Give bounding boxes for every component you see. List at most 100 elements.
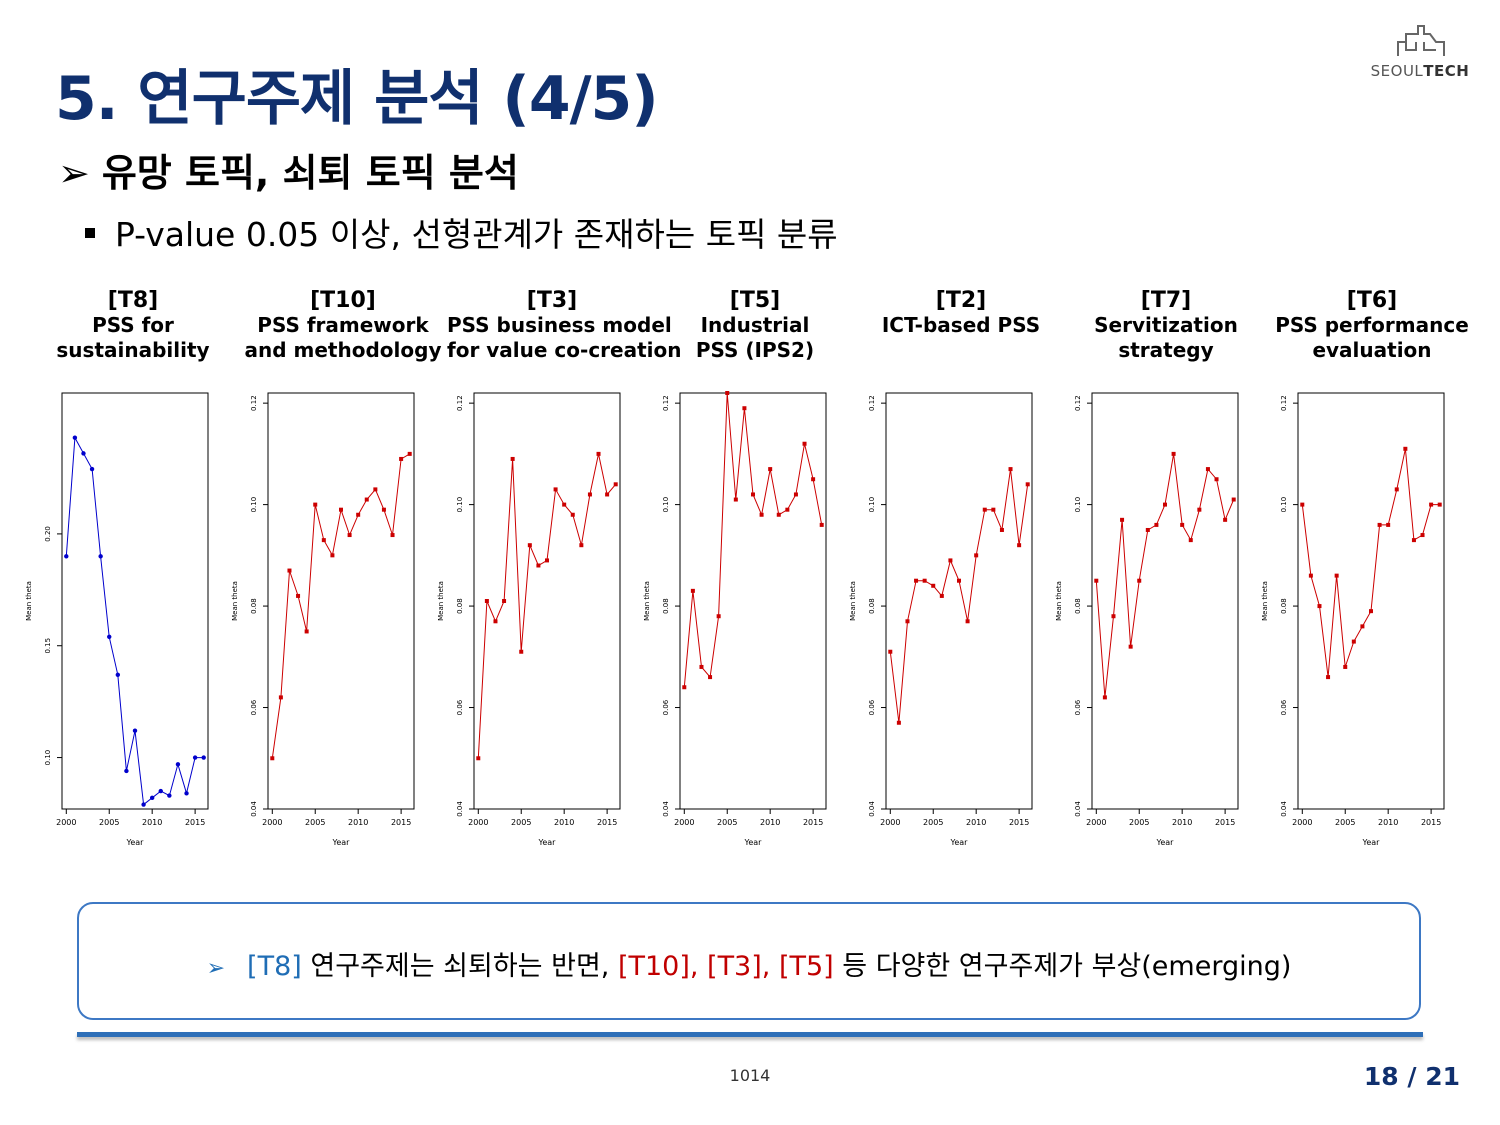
footer-code: 1014 (729, 1066, 771, 1085)
data-point (484, 599, 489, 603)
data-point (605, 492, 610, 497)
data-point (278, 695, 283, 700)
chart-title-line: PSS framework (257, 313, 429, 337)
series-line (889, 469, 1029, 723)
data-point (888, 649, 893, 654)
data-point (1377, 522, 1382, 527)
data-point (682, 685, 687, 690)
note-text-middle: 연구주제는 쇠퇴하는 반면, (301, 951, 618, 982)
data-point (1205, 467, 1210, 472)
data-point (768, 467, 773, 472)
x-tick-label: 2005 (1335, 818, 1355, 827)
chart-title-line: and methodology (244, 338, 442, 362)
y-tick-label: 0.08 (250, 598, 258, 614)
data-point (158, 788, 163, 794)
data-point (330, 553, 335, 558)
data-point (1120, 517, 1125, 522)
y-tick-label: 0.06 (868, 699, 876, 715)
data-point (587, 492, 592, 497)
data-point (1171, 451, 1176, 456)
y-tick-label: 0.20 (44, 526, 52, 542)
x-axis-label: Year (1156, 838, 1175, 847)
y-tick-label: 0.08 (456, 598, 464, 614)
data-point (390, 533, 395, 538)
plot-frame (473, 392, 621, 810)
data-point (1334, 573, 1339, 578)
y-tick-label: 0.06 (250, 699, 258, 715)
x-tick-label: 2015 (391, 818, 411, 827)
data-point (1197, 507, 1202, 512)
x-tick-label: 2010 (760, 818, 780, 827)
data-point (1154, 522, 1159, 527)
y-tick-label: 0.15 (44, 638, 52, 654)
y-axis-label: Mean theta (231, 581, 239, 621)
data-point (914, 578, 919, 583)
bullet-text: P-value 0.05 이상, 선형관계가 존재하는 토픽 분류 (115, 215, 838, 254)
data-point (167, 793, 172, 798)
x-tick-label: 2000 (674, 818, 694, 827)
chart-title-line: evaluation (1312, 338, 1432, 362)
y-axis-label: Mean theta (1055, 581, 1063, 621)
data-point (965, 619, 970, 624)
chart-title-line: Industrial (700, 313, 810, 337)
x-tick-label: 2015 (1421, 818, 1441, 827)
data-point (124, 768, 129, 774)
data-point (733, 497, 738, 502)
data-point (1343, 664, 1348, 669)
series-line (1301, 448, 1440, 678)
x-tick-label: 2005 (717, 818, 737, 827)
data-point (896, 720, 901, 725)
data-point (192, 755, 198, 760)
x-tick-label: 2000 (1292, 818, 1312, 827)
x-tick-label: 2015 (803, 818, 823, 827)
x-tick-label: 2015 (185, 818, 205, 827)
data-point (793, 492, 798, 497)
note-text-end: 등 다양한 연구주제가 부상(emerging) (833, 951, 1292, 982)
data-point (364, 497, 369, 502)
data-point (1137, 578, 1142, 583)
data-point (939, 593, 944, 598)
data-point (175, 762, 181, 767)
data-point (742, 406, 747, 411)
data-point (321, 538, 326, 543)
data-point (1128, 644, 1133, 649)
data-point (339, 507, 343, 512)
data-point (407, 451, 412, 456)
data-point (64, 554, 69, 559)
data-point (1163, 502, 1167, 507)
data-point (819, 522, 824, 527)
chart-title-line: Servitization (1094, 313, 1238, 337)
data-point (141, 802, 146, 807)
data-point (716, 614, 721, 619)
data-point (98, 554, 103, 559)
plot-frame (1297, 392, 1445, 810)
data-point (399, 456, 404, 461)
data-point (115, 672, 121, 678)
square-bullet-icon (85, 227, 95, 238)
data-point (579, 543, 584, 548)
data-point (553, 487, 558, 492)
x-tick-label: 2000 (1086, 818, 1106, 827)
summary-note-text: ➢ [T8] 연구주제는 쇠퇴하는 반면, [T10], [T3], [T5] 등… (79, 944, 1419, 983)
x-axis-label: Year (744, 838, 763, 847)
data-point (1308, 573, 1313, 578)
x-tick-label: 2005 (305, 818, 325, 827)
chart-code: [T6] (1346, 288, 1398, 313)
series-line (477, 453, 617, 759)
data-point (184, 791, 189, 796)
data-point (957, 578, 961, 583)
data-point (1231, 497, 1236, 502)
plot-frame (885, 392, 1033, 810)
data-point (536, 563, 541, 568)
line-chart-t7: 2000 2005 2010 2015 0.04 0.06 0.08 0.10 0.12 Year… (1055, 392, 1239, 847)
data-point (982, 507, 987, 512)
data-point (1102, 695, 1107, 700)
data-point (1017, 543, 1022, 548)
chart-title-line: ICT-based PSS (881, 313, 1041, 337)
x-tick-label: 2010 (1378, 818, 1398, 827)
x-tick-label: 2010 (1172, 818, 1192, 827)
footer-divider (77, 1032, 1423, 1037)
y-tick-label: 0.12 (1280, 395, 1288, 411)
y-tick-label: 0.06 (1074, 699, 1082, 715)
data-point (802, 441, 807, 446)
